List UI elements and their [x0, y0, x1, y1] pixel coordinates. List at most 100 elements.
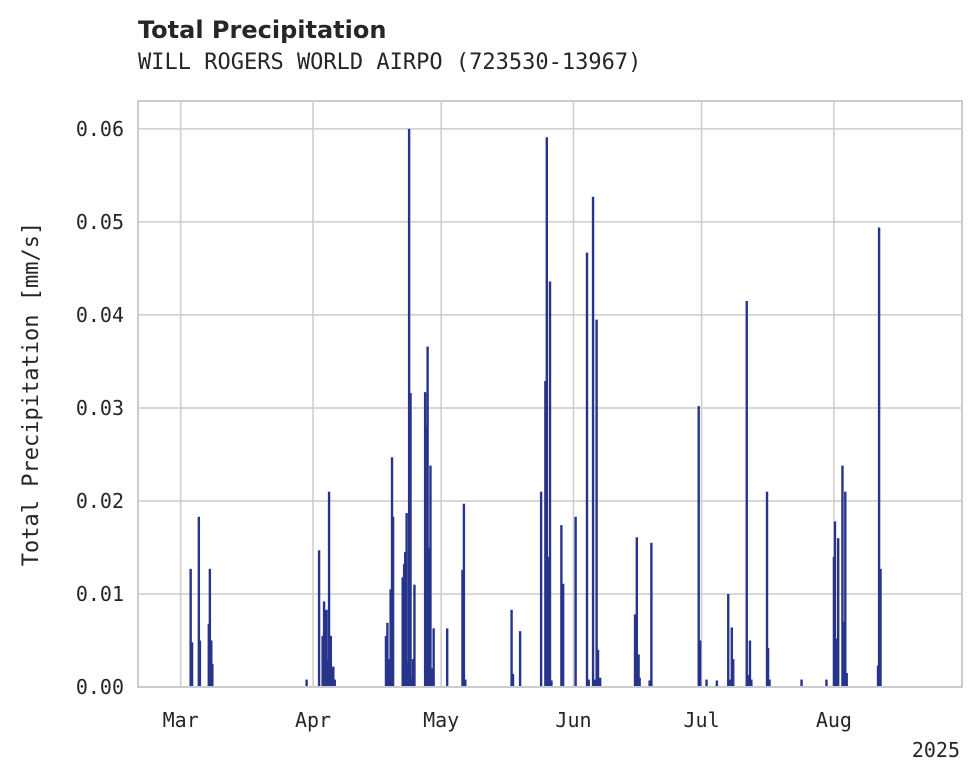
precipitation-bar [189, 568, 192, 687]
x-axis-year-label: 2025 [912, 738, 960, 762]
x-axis-ticks: Mar Apr May Jun Jul Aug [163, 708, 852, 732]
precipitation-bar [560, 525, 563, 687]
x-tick-label: Aug [816, 708, 852, 732]
precipitation-bar [765, 491, 769, 687]
x-tick-label: May [423, 708, 459, 732]
x-tick-label: Jul [684, 708, 720, 732]
plot-frame [137, 100, 963, 688]
precipitation-bar [800, 679, 803, 687]
precipitation-bar [748, 640, 752, 687]
y-axis-label: Total Precipitation [mm/s] [19, 222, 44, 566]
chart-title: Total Precipitation [138, 16, 387, 44]
precipitation-bar [391, 516, 395, 687]
precipitation-bar [430, 668, 434, 687]
precipitation-bar [197, 516, 201, 687]
precipitation-bar [730, 627, 734, 687]
precipitation-bar [727, 593, 730, 687]
precipitation-bar [633, 614, 637, 687]
precipitation-bar [715, 680, 719, 687]
precipitation-bar [327, 491, 331, 687]
precipitation-bar [833, 521, 837, 687]
precipitation-bar [208, 568, 212, 687]
precipitation-bar [332, 666, 335, 687]
precipitation-bar [574, 516, 577, 687]
x-tick-label: Mar [163, 708, 199, 732]
precipitation-bar [877, 227, 881, 687]
x-tick-label: Apr [295, 708, 331, 732]
precipitation-bar [325, 609, 328, 687]
precipitation-bar [333, 679, 336, 687]
y-tick-label: 0.01 [76, 582, 124, 606]
precipitation-bar [389, 589, 392, 687]
precipitation-bar [635, 537, 639, 687]
precipitation-bar [317, 550, 321, 687]
precipitation-bar [321, 635, 324, 687]
precipitation-bar [426, 346, 429, 687]
precipitation-bar [323, 610, 327, 687]
precipitation-bar [429, 465, 432, 687]
y-axis-ticks: 0.00 0.01 0.02 0.03 0.04 0.05 0.06 [76, 117, 124, 699]
precipitation-bar [411, 659, 415, 687]
precipitation-bar [386, 622, 389, 687]
precipitation-bar [190, 642, 194, 687]
precipitation-bar [698, 640, 702, 687]
precipitation-bar [401, 577, 404, 687]
y-tick-label: 0.02 [76, 489, 124, 513]
precipitation-bar [547, 556, 550, 687]
precipitation-bar [598, 677, 602, 687]
precipitation-bar [462, 503, 466, 687]
y-tick-label: 0.06 [76, 117, 124, 141]
precipitation-bar [464, 679, 467, 687]
precipitation-bar [836, 538, 840, 687]
precipitation-bar [198, 640, 202, 687]
precipitation-bar [638, 677, 641, 687]
y-tick-label: 0.00 [76, 675, 124, 699]
precipitation-bar [825, 679, 828, 687]
precipitation-bar [585, 252, 589, 687]
precipitation-bar [510, 609, 513, 687]
x-tick-label: Jun [555, 708, 591, 732]
chart-subtitle: WILL ROGERS WORLD AIRPO (723530-13967) [138, 50, 642, 75]
precipitation-bar [705, 679, 708, 687]
precipitation-bar [596, 649, 600, 687]
precipitation-bar [768, 679, 771, 687]
precipitation-bars [189, 128, 882, 687]
precipitation-bar [835, 638, 838, 687]
precipitation-bar [550, 680, 553, 687]
precipitation-bar [445, 628, 449, 687]
precipitation-bar [384, 635, 388, 687]
precipitation-bar [211, 663, 214, 687]
precipitation-bar [548, 281, 552, 687]
precipitation-bar [842, 621, 846, 687]
precipitation-bar [329, 635, 333, 687]
precipitation-bar [561, 583, 565, 687]
precipitation-bar [544, 380, 547, 687]
precipitation-bar [637, 654, 640, 687]
precipitation-bar [407, 128, 411, 687]
precipitation-bar [210, 640, 213, 687]
precipitation-bar [648, 680, 651, 687]
precipitation-bar [413, 584, 416, 687]
y-tick-label: 0.05 [76, 210, 124, 234]
precipitation-bar [587, 679, 590, 687]
precipitation-bar [432, 628, 435, 687]
precipitation-bar [404, 552, 407, 687]
precipitation-bar [745, 300, 748, 687]
precipitation-bar [766, 647, 770, 687]
precipitation-bar [305, 679, 308, 687]
precipitation-bar [732, 659, 735, 687]
precipitation-bar [330, 668, 334, 687]
precipitation-bar [750, 679, 753, 687]
precipitation-bar [387, 659, 391, 687]
precipitation-bar [409, 393, 412, 687]
y-tick-label: 0.03 [76, 396, 124, 420]
precipitation-bar [879, 568, 882, 687]
precipitation-bar [844, 491, 847, 687]
precipitation-bar [591, 196, 595, 687]
precipitation-bar [593, 679, 596, 687]
precipitation-bar [595, 319, 598, 687]
y-tick-label: 0.04 [76, 303, 124, 327]
precipitation-bar [461, 569, 464, 687]
precipitation-bar [539, 491, 543, 687]
